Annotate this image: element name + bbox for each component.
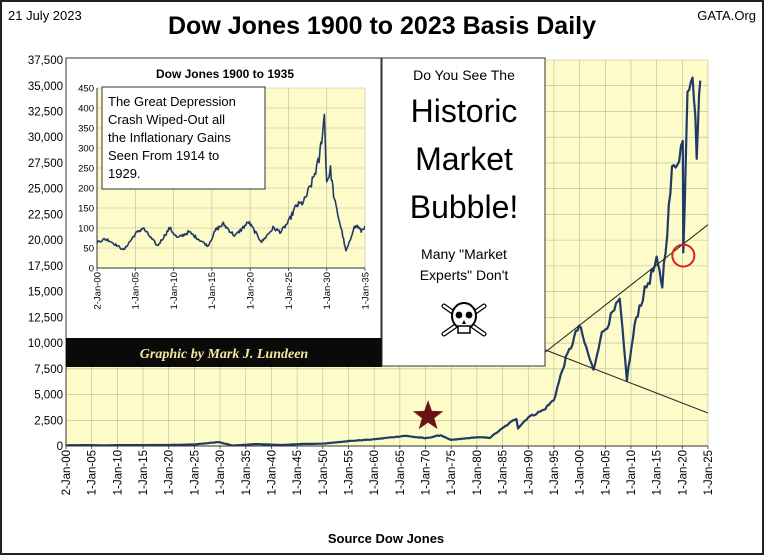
circle-marker <box>671 243 696 268</box>
x-tick-label: 1-Jan-25 <box>284 272 295 310</box>
x-tick-label: 1-Jan-50 <box>318 450 330 495</box>
x-tick-label: 1-Jan-15 <box>207 272 218 310</box>
y-tick-label: 27,500 <box>28 158 63 170</box>
x-tick-label: 1-Jan-10 <box>626 450 638 495</box>
x-tick-label: 1-Jan-30 <box>322 272 333 310</box>
inset-axes: 0 50 100 150 200 250 300 350 400 450 2-Jan-00 1-Jan… <box>78 83 371 309</box>
x-tick-label: 1-Jan-85 <box>498 450 510 495</box>
credit-banner-background <box>66 338 382 367</box>
x-tick-label: 1-Jan-65 <box>395 450 407 495</box>
x-tick-label: 1-Jan-10 <box>112 450 124 495</box>
x-tick-label: 1-Jan-10 <box>169 272 180 310</box>
y-tick-label: 150 <box>78 203 94 214</box>
inset-panel: Dow Jones 1900 to 1935 0 50 100 150 200 250 30… <box>65 57 382 367</box>
date-label: 21 July 2023 <box>8 8 82 23</box>
x-tick-label: 1-Jan-60 <box>369 450 381 495</box>
main-axes: 0 2,500 5,000 7,500 10,000 12,500 15,000 17,500… <box>28 55 715 495</box>
y-tick-label: 350 <box>78 123 94 134</box>
callout-big-line-3: Bubble! <box>410 189 519 225</box>
callout-panel: Do You See The Historic Market Bubble! M… <box>381 57 546 367</box>
y-tick-label: 250 <box>78 163 94 174</box>
y-tick-label: 30,000 <box>28 132 63 144</box>
main-x-axis-label: Source Dow Jones <box>328 531 444 546</box>
credit-text: Graphic by Mark J. Lundeen <box>140 347 309 362</box>
y-tick-label: 300 <box>78 143 94 154</box>
inset-series-layer <box>97 113 365 252</box>
series-line <box>97 113 365 252</box>
x-tick-label: 1-Jan-75 <box>446 450 458 495</box>
trend-line <box>543 224 708 354</box>
x-tick-label: 1-Jan-35 <box>241 450 253 495</box>
x-tick-label: 1-Jan-25 <box>189 450 201 495</box>
annotation-line: Seen From 1914 to <box>108 148 219 163</box>
y-tick-label: 0 <box>89 263 94 274</box>
y-tick-label: 37,500 <box>28 55 63 67</box>
y-tick-label: 32,500 <box>28 106 63 118</box>
x-tick-label: 1-Jan-55 <box>344 450 356 495</box>
x-tick-label: 2-Jan-00 <box>61 450 73 495</box>
x-tick-label: 1-Jan-70 <box>421 450 433 495</box>
x-tick-label: 1-Jan-20 <box>677 450 689 495</box>
callout-small-line-1: Many "Market <box>421 246 507 262</box>
y-tick-label: 2,500 <box>34 415 63 427</box>
x-tick-label: 1-Jan-20 <box>164 450 176 495</box>
credit-banner: Graphic by Mark J. Lundeen <box>66 338 382 367</box>
x-tick-label: 1-Jan-15 <box>652 450 664 495</box>
x-tick-label: 1-Jan-30 <box>215 450 227 495</box>
x-tick-label: 1-Jan-45 <box>292 450 304 495</box>
skull-and-crossbones-icon <box>441 302 487 337</box>
inset-annotation: The Great Depression Crash Wiped-Out all t… <box>108 94 236 181</box>
y-tick-label: 22,500 <box>28 209 63 221</box>
inset-annotation-box <box>101 86 266 190</box>
main-series-layer <box>66 76 708 446</box>
y-tick-label: 12,500 <box>28 312 63 324</box>
callout-lead: Do You See The <box>413 67 515 83</box>
annotation-line: 1929. <box>108 166 141 181</box>
y-tick-label: 10,000 <box>28 338 63 350</box>
x-tick-label: 1-Jan-40 <box>266 450 278 495</box>
y-tick-label: 20,000 <box>28 235 63 247</box>
callout-big-line-2: Market <box>415 141 513 177</box>
callout-small-line-2: Experts" Don't <box>420 267 509 283</box>
x-tick-label: 1-Jan-80 <box>472 450 484 495</box>
trend-line <box>543 348 708 414</box>
y-tick-label: 450 <box>78 83 94 94</box>
site-label: GATA.Org <box>697 8 756 23</box>
callout-big-line-1: Historic <box>411 93 518 129</box>
star-marker <box>412 400 444 430</box>
x-tick-label: 1-Jan-25 <box>703 450 715 495</box>
annotation-line: Crash Wiped-Out all <box>108 112 225 127</box>
x-tick-label: 1-Jan-05 <box>87 450 99 495</box>
x-tick-label: 2-Jan-00 <box>92 272 103 310</box>
chart-title: Dow Jones 1900 to 2023 Basis Daily <box>168 12 596 40</box>
x-tick-label: 1-Jan-05 <box>131 272 142 310</box>
x-tick-label: 1-Jan-90 <box>523 450 535 495</box>
y-tick-label: 200 <box>78 183 94 194</box>
y-tick-label: 400 <box>78 103 94 114</box>
x-tick-label: 1-Jan-15 <box>138 450 150 495</box>
y-tick-label: 7,500 <box>34 364 63 376</box>
x-tick-label: 1-Jan-20 <box>245 272 256 310</box>
y-tick-label: 15,000 <box>28 287 63 299</box>
y-tick-label: 100 <box>78 223 94 234</box>
inset-title: Dow Jones 1900 to 1935 <box>156 67 294 81</box>
annotation-line: The Great Depression <box>108 94 236 109</box>
x-tick-label: 1-Jan-95 <box>549 450 561 495</box>
annotation-line: the Inflationary Gains <box>108 130 231 145</box>
y-tick-label: 35,000 <box>28 81 63 93</box>
y-tick-label: 25,000 <box>28 184 63 196</box>
x-tick-label: 1-Jan-00 <box>575 450 587 495</box>
x-tick-label: 1-Jan-35 <box>360 272 371 310</box>
y-tick-label: 50 <box>83 243 94 254</box>
x-tick-label: 1-Jan-05 <box>600 450 612 495</box>
y-tick-label: 5,000 <box>34 390 63 402</box>
y-tick-label: 0 <box>57 441 63 453</box>
y-tick-label: 17,500 <box>28 261 63 273</box>
series-line <box>66 76 702 446</box>
